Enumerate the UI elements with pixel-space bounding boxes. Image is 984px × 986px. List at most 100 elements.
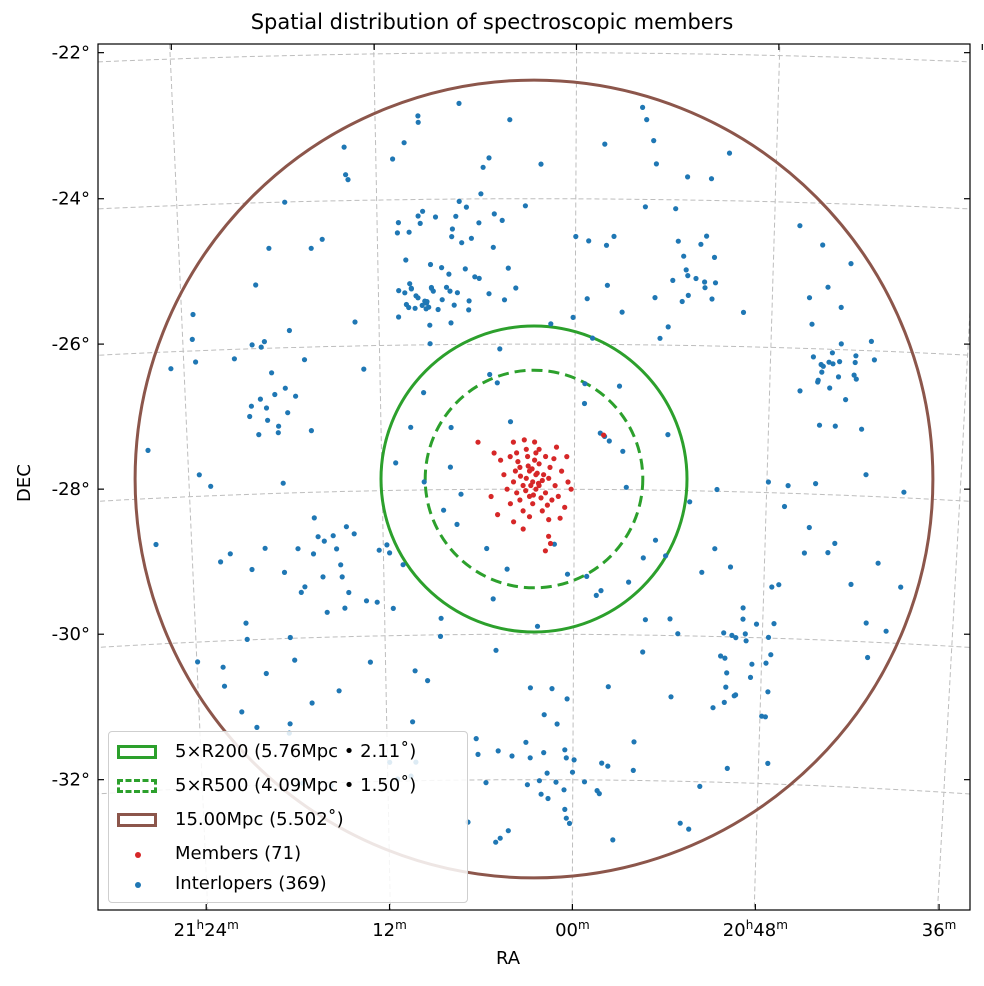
interloper-point xyxy=(554,721,560,727)
interloper-point xyxy=(599,760,605,766)
interloper-point xyxy=(427,341,433,347)
interloper-point xyxy=(352,319,358,325)
interloper-point xyxy=(566,820,573,827)
interloper-point xyxy=(311,515,317,521)
legend-label-r200: 5×R200 (5.76Mpc • 2.11˚) xyxy=(175,741,417,762)
interloper-point xyxy=(604,282,611,288)
interloper-point xyxy=(272,391,278,398)
interloper-point xyxy=(243,620,249,626)
y-tick-label: -30° xyxy=(52,624,90,645)
member-point xyxy=(535,480,542,486)
interloper-point xyxy=(686,826,692,832)
interloper-point xyxy=(282,199,288,205)
interloper-point xyxy=(832,540,838,547)
interloper-point xyxy=(610,837,616,843)
x-tick-label: 36m xyxy=(922,918,957,941)
member-point xyxy=(542,548,549,554)
interloper-point xyxy=(374,599,380,605)
interloper-point xyxy=(415,295,421,301)
interloper-point xyxy=(476,275,482,281)
interloper-point xyxy=(584,573,590,580)
member-point xyxy=(546,517,552,523)
member-point xyxy=(507,454,513,460)
interloper-point xyxy=(541,750,547,756)
interloper-point xyxy=(490,244,496,250)
interloper-point xyxy=(319,236,325,242)
interloper-point xyxy=(721,699,727,706)
interloper-point xyxy=(425,678,431,684)
grid-line-dec xyxy=(98,52,970,63)
member-point xyxy=(547,540,554,547)
interloper-point xyxy=(743,638,749,644)
interloper-point xyxy=(472,274,478,280)
interloper-point xyxy=(437,633,444,640)
interloper-point xyxy=(765,689,771,695)
interloper-point xyxy=(549,686,555,692)
member-point xyxy=(520,508,526,514)
interloper-point xyxy=(594,788,600,794)
interloper-point xyxy=(145,447,151,453)
legend-marker-interlopers xyxy=(135,882,141,888)
interloper-point xyxy=(254,724,260,731)
member-point xyxy=(523,475,529,481)
interloper-point xyxy=(853,376,859,382)
interloper-point xyxy=(490,596,496,602)
interloper-point xyxy=(295,546,301,552)
member-point xyxy=(557,515,563,521)
member-point xyxy=(498,457,504,463)
interloper-point xyxy=(459,240,465,246)
interloper-point xyxy=(545,795,551,802)
interloper-point xyxy=(427,261,434,268)
interloper-point xyxy=(809,321,815,327)
interloper-point xyxy=(665,432,671,438)
interloper-point xyxy=(781,503,788,510)
interloper-point xyxy=(586,238,592,244)
member-point xyxy=(504,486,510,492)
members-series xyxy=(475,432,607,554)
interloper-point xyxy=(727,564,734,570)
interloper-point xyxy=(276,423,282,429)
interloper-point xyxy=(573,233,579,240)
interloper-point xyxy=(605,763,611,769)
member-point xyxy=(526,514,533,520)
interloper-point xyxy=(685,174,691,180)
y-axis-label: DEC xyxy=(14,464,35,502)
interloper-point xyxy=(507,117,513,123)
interloper-point xyxy=(309,700,315,706)
interloper-point xyxy=(387,550,393,556)
interloper-point xyxy=(742,631,748,637)
interloper-point xyxy=(401,140,407,146)
interloper-point xyxy=(667,616,673,622)
interloper-point xyxy=(285,410,291,416)
interloper-point xyxy=(602,141,608,147)
interloper-point xyxy=(476,220,482,226)
member-point xyxy=(546,475,552,481)
member-point xyxy=(514,490,520,496)
interloper-point xyxy=(458,491,464,497)
interloper-point xyxy=(753,621,760,627)
interloper-point xyxy=(315,534,321,540)
interloper-point xyxy=(797,223,803,229)
interloper-point xyxy=(631,739,637,745)
interloper-point xyxy=(843,397,849,403)
interloper-point xyxy=(505,265,511,271)
member-point xyxy=(536,461,542,467)
member-point xyxy=(520,526,526,532)
interloper-point xyxy=(494,380,500,386)
interloper-point xyxy=(456,198,462,204)
interloper-point xyxy=(851,372,857,378)
interloper-point xyxy=(415,119,421,125)
interloper-point xyxy=(257,396,263,402)
interloper-point xyxy=(740,605,746,611)
member-point xyxy=(568,486,574,492)
interloper-point xyxy=(338,562,344,568)
interloper-point xyxy=(561,787,567,793)
interloper-point xyxy=(901,489,907,495)
interloper-point xyxy=(447,288,453,294)
interloper-point xyxy=(534,623,541,629)
interloper-point xyxy=(740,616,746,622)
interloper-point xyxy=(819,369,825,375)
interloper-point xyxy=(712,546,718,552)
interloper-point xyxy=(611,233,617,239)
member-point xyxy=(539,508,545,514)
